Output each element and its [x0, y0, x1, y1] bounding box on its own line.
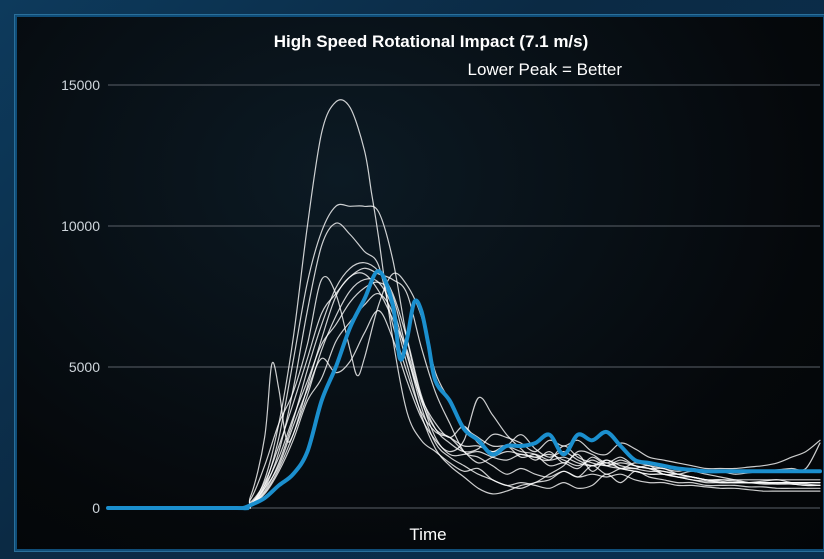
series-lines: [106, 99, 822, 511]
grid-lines: [108, 84, 820, 509]
series-line-10: [107, 262, 821, 509]
series-line-1: [107, 99, 821, 509]
chart-panel: [14, 14, 824, 552]
chart-title: High Speed Rotational Impact (7.1 m/s): [274, 32, 589, 51]
series-line-9: [107, 310, 821, 509]
y-tick-label: 15000: [61, 77, 100, 93]
y-tick-label: 5000: [69, 359, 100, 375]
chart-subtitle: Lower Peak = Better: [467, 60, 622, 79]
y-tick-label: 10000: [61, 218, 100, 234]
series-line-8: [107, 292, 821, 509]
y-tick-label: 0: [92, 500, 100, 516]
series-line-highlight: [106, 269, 822, 511]
series-line-6: [107, 267, 821, 509]
series-line-4: [107, 272, 821, 510]
series-line-11: [107, 278, 821, 509]
series-line-7: [107, 281, 821, 509]
x-axis-label: Time: [409, 525, 446, 544]
y-axis-ticks: 0 5000 10000 15000: [61, 77, 100, 516]
series-line-2: [107, 203, 821, 509]
